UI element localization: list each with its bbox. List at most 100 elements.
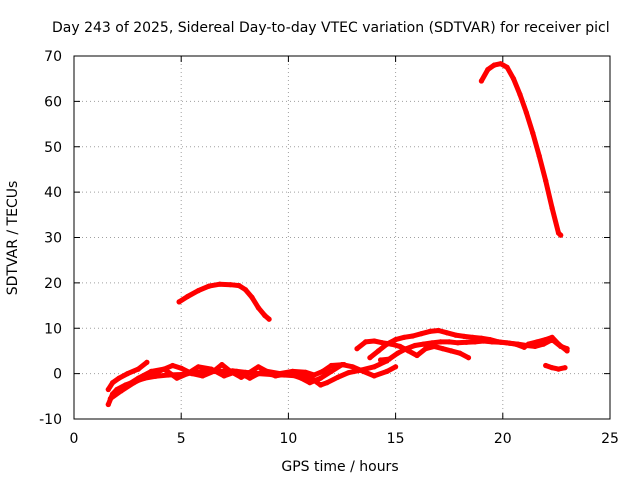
data-point [506, 340, 512, 346]
data-point [420, 341, 427, 347]
data-point [195, 288, 201, 294]
data-point [461, 333, 467, 339]
data-point [510, 76, 517, 82]
data-point [217, 281, 223, 287]
data-point [457, 350, 463, 356]
data-point [125, 382, 131, 388]
data-point [185, 293, 191, 300]
data-point [367, 355, 373, 361]
data-point [371, 364, 377, 370]
data-point [427, 328, 433, 334]
data-point [161, 366, 167, 372]
data-point [170, 362, 176, 369]
x-tick-label: 0 [70, 431, 79, 447]
data-point [307, 380, 313, 386]
data-point [465, 355, 472, 361]
x-axis-label: GPS time / hours [281, 459, 398, 475]
data-point [105, 401, 111, 408]
data-point [335, 374, 341, 380]
x-tick-label: 15 [387, 431, 405, 447]
y-tick-label: 10 [44, 321, 62, 337]
series-arc-9 [478, 61, 564, 238]
x-tick-label: 10 [279, 431, 297, 447]
data-point [303, 369, 309, 375]
data-point [532, 343, 538, 349]
y-tick-label: 60 [44, 94, 62, 110]
data-point [116, 375, 122, 381]
data-point [386, 356, 392, 362]
data-point [543, 362, 549, 369]
y-tick-label: 30 [44, 231, 62, 247]
data-point [485, 67, 491, 73]
data-point [249, 294, 255, 300]
data-point [354, 346, 360, 352]
data-point [480, 338, 487, 344]
data-point [339, 362, 345, 368]
data-point [393, 337, 399, 343]
data-point [110, 380, 116, 386]
data-point [517, 92, 523, 98]
data-point [262, 312, 268, 319]
data-point [523, 342, 530, 349]
data-point [318, 382, 324, 388]
data-point [515, 341, 521, 347]
data-point [536, 153, 542, 159]
data-point [178, 365, 184, 371]
data-point [395, 350, 401, 356]
data-point [418, 331, 424, 337]
series-arc-8 [378, 337, 570, 363]
data-point [438, 339, 444, 345]
data-point [148, 368, 154, 374]
data-point [453, 332, 459, 338]
data-point [221, 373, 227, 379]
data-point [112, 391, 118, 397]
data-point [393, 364, 399, 370]
data-point [345, 370, 351, 376]
data-point [412, 342, 418, 349]
data-point [549, 337, 555, 343]
y-tick-label: 0 [53, 367, 62, 383]
data-point [401, 334, 407, 340]
data-point [242, 287, 249, 293]
data-point [135, 375, 141, 381]
data-point [185, 371, 191, 377]
data-point [107, 396, 113, 402]
x-tick-label: 5 [177, 431, 186, 447]
data-point [247, 369, 253, 375]
data-point [444, 330, 450, 336]
data-point [446, 339, 452, 345]
data-point [440, 346, 446, 352]
data-point [318, 375, 324, 381]
data-point [195, 364, 201, 370]
data-point [363, 339, 369, 345]
data-point [236, 283, 242, 289]
data-point [435, 327, 442, 334]
data-point [298, 375, 304, 381]
data-point [558, 232, 564, 238]
data-point [247, 375, 253, 381]
data-point [208, 366, 214, 372]
data-point [540, 341, 547, 347]
series-arc-2 [105, 359, 150, 393]
data-point [491, 62, 497, 68]
data-point [564, 346, 570, 352]
y-tick-label: 40 [44, 185, 62, 201]
data-point [371, 373, 377, 379]
series-arc-5 [176, 281, 272, 322]
data-point [328, 368, 334, 374]
data-point [350, 364, 356, 370]
data-point [455, 340, 461, 346]
data-point [463, 339, 469, 345]
data-point [429, 340, 435, 346]
data-point [423, 346, 429, 352]
data-point [328, 362, 334, 369]
data-point [549, 205, 555, 211]
data-point [234, 368, 240, 374]
data-point [472, 339, 478, 345]
data-point [320, 368, 326, 374]
series-arc-4 [112, 362, 399, 397]
grid [74, 56, 610, 419]
data-point [384, 368, 390, 374]
